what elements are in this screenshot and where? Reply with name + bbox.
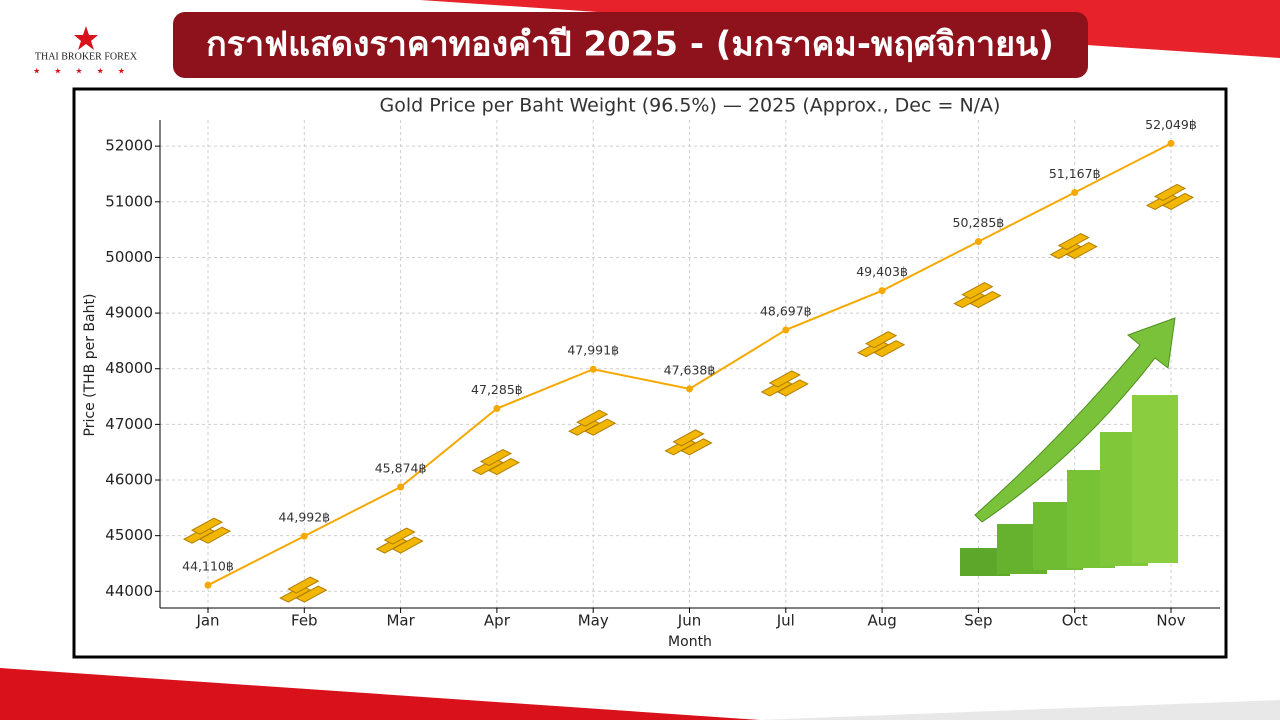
x-tick-label: Apr xyxy=(484,612,511,630)
gold-bar xyxy=(584,418,617,436)
data-label: 44,992฿ xyxy=(278,510,330,525)
x-tick-label: Mar xyxy=(386,612,415,630)
y-tick-label: 50000 xyxy=(105,248,153,266)
chart-title: Gold Price per Baht Weight (96.5%) — 202… xyxy=(380,95,1001,117)
gold-bars-icon xyxy=(1049,232,1098,260)
gold-bars-icon xyxy=(182,517,232,544)
gold-bars-icon xyxy=(375,527,424,554)
x-tick-label: Feb xyxy=(291,612,318,630)
data-point xyxy=(397,483,405,491)
gold-bar xyxy=(1065,241,1098,260)
data-point xyxy=(204,581,212,589)
x-tick-label: Sep xyxy=(964,612,992,630)
gold-bar xyxy=(287,576,320,594)
gold-bar xyxy=(768,370,801,388)
decor-bar xyxy=(1132,395,1178,563)
gold-bar xyxy=(1153,183,1187,201)
y-tick-label: 51000 xyxy=(105,192,153,210)
data-point xyxy=(1071,189,1079,197)
x-tick-label: Oct xyxy=(1062,612,1088,630)
gold-bar xyxy=(391,536,424,554)
gold-bar xyxy=(383,527,416,545)
gold-bar xyxy=(295,585,328,603)
x-tick-label: Jan xyxy=(195,612,219,630)
gold-bar xyxy=(576,409,609,427)
gold-bar xyxy=(198,526,232,544)
gold-bar xyxy=(487,457,520,476)
gold-bar xyxy=(961,282,994,300)
y-tick-label: 45000 xyxy=(105,526,153,544)
growth-illustration xyxy=(960,317,1178,576)
y-tick-label: 48000 xyxy=(105,359,153,377)
data-label: 47,638฿ xyxy=(664,362,716,377)
gold-bar xyxy=(672,429,705,447)
logo-stars: ★★★★★ xyxy=(33,67,139,76)
title-banner xyxy=(173,12,1088,78)
gold-bar xyxy=(776,379,809,397)
x-tick-label: May xyxy=(578,612,609,630)
data-label: 48,697฿ xyxy=(760,303,812,318)
gold-bars-icon xyxy=(857,331,906,358)
data-point xyxy=(589,365,597,373)
y-tick-label: 52000 xyxy=(105,137,153,155)
data-point xyxy=(782,326,790,334)
data-point xyxy=(686,385,693,393)
gold-bars-icon xyxy=(953,282,1002,309)
gold-bar xyxy=(680,438,713,456)
data-label: 47,285฿ xyxy=(471,382,523,397)
gold-bar xyxy=(190,517,224,535)
gold-bars-icon xyxy=(760,370,809,397)
decor-stripe xyxy=(760,700,1280,720)
x-tick-label: Jun xyxy=(677,612,701,630)
y-tick-label: 44000 xyxy=(105,582,153,600)
y-tick-label: 46000 xyxy=(105,471,153,489)
logo-star xyxy=(74,26,98,50)
gold-bars-icon xyxy=(1145,183,1195,210)
decor-arrow xyxy=(974,317,1176,523)
data-point xyxy=(974,238,982,246)
gold-bars-icon xyxy=(568,409,617,436)
gold-bars-icon xyxy=(664,429,713,456)
data-label: 51,167฿ xyxy=(1049,166,1101,181)
data-point xyxy=(300,532,308,540)
gold-bar xyxy=(873,340,906,358)
data-label: 44,110฿ xyxy=(182,559,234,574)
data-label: 47,991฿ xyxy=(567,343,619,358)
x-tick-label: Nov xyxy=(1156,612,1185,630)
data-label: 50,285฿ xyxy=(953,215,1005,230)
x-axis-label: Month xyxy=(668,634,712,650)
x-tick-label: Jul xyxy=(776,612,795,630)
data-point xyxy=(493,405,501,413)
gold-bar xyxy=(1057,232,1090,251)
data-point xyxy=(878,287,886,295)
gold-bars-icon xyxy=(279,576,328,603)
data-label: 45,874฿ xyxy=(375,461,427,476)
y-axis-label: Price (THB per Baht) xyxy=(82,294,98,437)
decor-stripe xyxy=(0,668,760,720)
gold-bar xyxy=(865,331,898,349)
logo-text: THAI BROKER FOREX xyxy=(35,51,138,62)
data-point xyxy=(1167,139,1175,147)
y-tick-label: 47000 xyxy=(105,415,153,433)
x-tick-label: Aug xyxy=(867,612,896,630)
gold-bar xyxy=(479,448,512,467)
gold-bar xyxy=(1161,192,1195,210)
gold-bars-icon xyxy=(471,448,520,476)
gold-bar xyxy=(969,291,1002,309)
data-label: 52,049฿ xyxy=(1145,117,1197,132)
y-tick-label: 49000 xyxy=(105,304,153,322)
data-label: 49,403฿ xyxy=(856,264,908,279)
page-title: กราฟแสดงราคาทองคำปี 2025 - (มกราคม-พฤศจิ… xyxy=(206,25,1054,65)
